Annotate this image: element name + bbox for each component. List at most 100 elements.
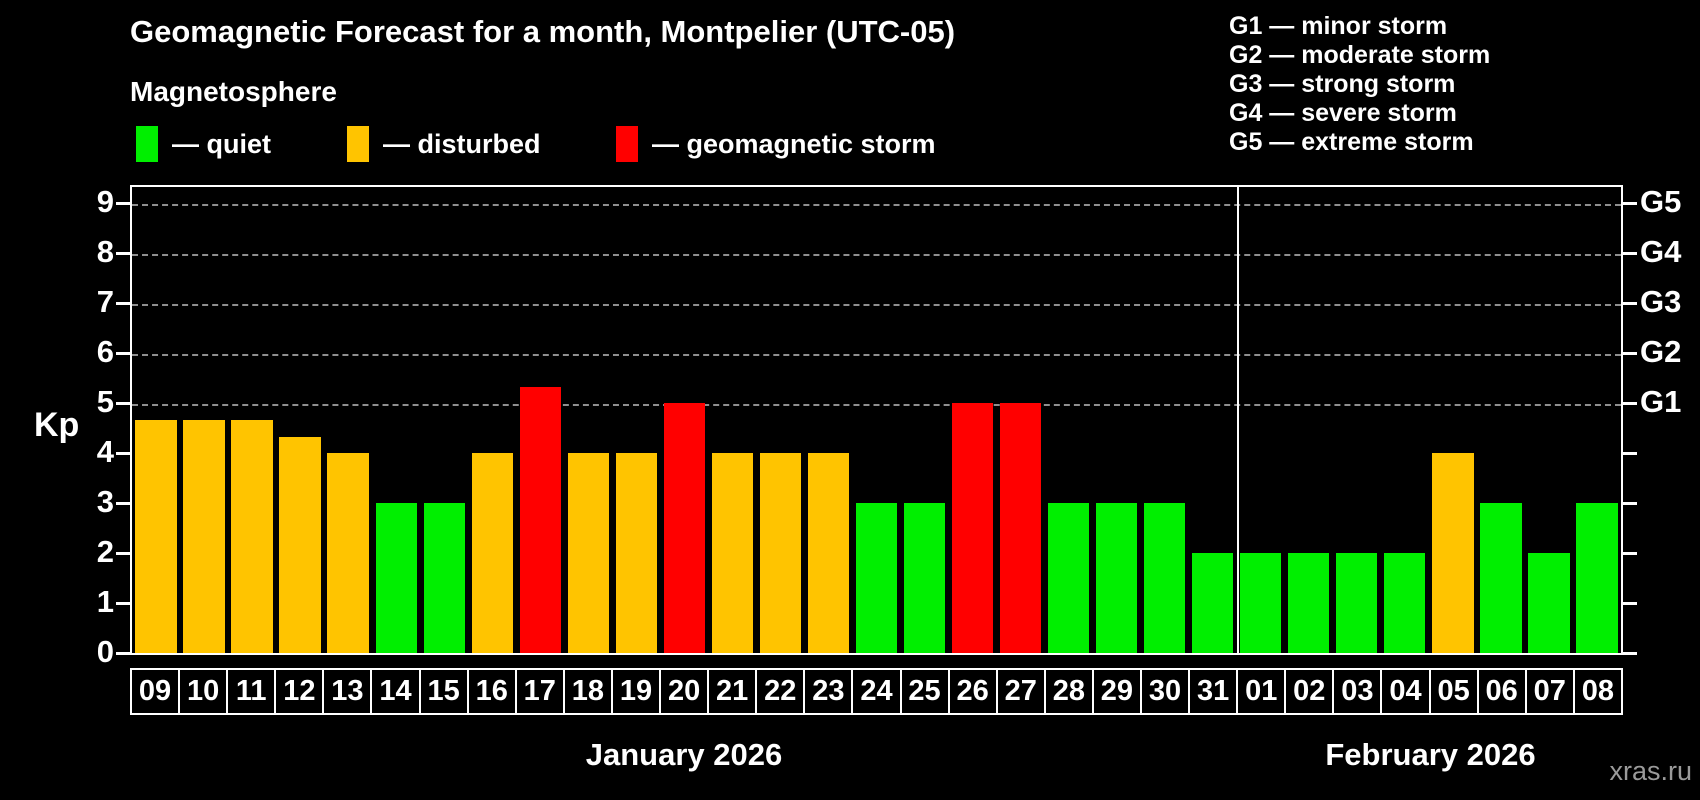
kp-bar-21 [711, 453, 754, 653]
bar-slot [1093, 187, 1141, 653]
g-tick-label: G5 [1640, 184, 1682, 219]
bar-slot [1237, 187, 1285, 653]
kp-bar-11 [231, 419, 273, 653]
day-label-29: 29 [1091, 668, 1142, 715]
month-separator-line [1236, 187, 1239, 653]
kp-tick-label: 8 [96, 234, 114, 269]
bar-slot [1045, 187, 1093, 653]
bar-slot [997, 187, 1045, 653]
kp-tick-left [116, 302, 130, 305]
bar-slot [612, 187, 660, 653]
bar-slot [1285, 187, 1333, 653]
kp-tick-left [116, 202, 130, 205]
kp-tick-label: 6 [96, 334, 114, 369]
kp-tick-label: 1 [96, 584, 114, 619]
bar-slot [420, 187, 468, 653]
bar-slot [180, 187, 228, 653]
kp-tick-left [116, 352, 130, 355]
kp-bar-08 [1576, 503, 1618, 653]
storm-swatch-icon [616, 126, 638, 162]
kp-bar-06 [1480, 503, 1522, 653]
day-label-20: 20 [659, 668, 710, 715]
bar-slot [564, 187, 612, 653]
kp-bar-29 [1095, 503, 1138, 653]
bar-slot [901, 187, 949, 653]
day-label-24: 24 [851, 668, 902, 715]
day-label-25: 25 [899, 668, 950, 715]
kp-tick-label: 4 [96, 434, 114, 469]
kp-bar-22 [759, 453, 802, 653]
month-label-february: February 2026 [1325, 737, 1536, 772]
kp-tick-left [116, 552, 130, 555]
bar-slot [949, 187, 997, 653]
kp-tick-label: 9 [96, 184, 114, 219]
kp-tick-right [1623, 602, 1637, 605]
kp-bar-19 [615, 453, 657, 653]
day-label-01: 01 [1236, 668, 1287, 715]
kp-tick-left [116, 502, 130, 505]
kp-tick-right [1623, 402, 1637, 405]
kp-bar-04 [1384, 553, 1426, 653]
kp-bar-23 [807, 453, 850, 653]
day-label-06: 06 [1476, 668, 1527, 715]
gridline-kp5 [132, 404, 1621, 406]
kp-tick-left [116, 252, 130, 255]
day-label-19: 19 [610, 668, 662, 715]
bar-slot [1333, 187, 1381, 653]
g-tick-label: G2 [1640, 334, 1682, 369]
day-label-31: 31 [1188, 668, 1239, 715]
kp-bar-15 [423, 503, 465, 653]
kp-tick-right [1623, 652, 1637, 655]
bar-slot [468, 187, 516, 653]
kp-tick-label: 7 [96, 284, 114, 319]
kp-tick-label: 2 [96, 534, 114, 569]
kp-bar-20 [663, 403, 705, 653]
bar-slot [1141, 187, 1189, 653]
kp-bar-27 [999, 403, 1042, 653]
kp-bar-03 [1336, 553, 1378, 653]
kp-bar-28 [1047, 503, 1090, 653]
kp-axis-title: Kp [34, 406, 80, 444]
gridline-kp7 [132, 304, 1621, 306]
day-label-16: 16 [466, 668, 517, 715]
gridline-kp8 [132, 254, 1621, 256]
day-label-30: 30 [1139, 668, 1191, 715]
kp-bar-25 [903, 503, 946, 653]
kp-tick-right [1623, 252, 1637, 255]
kp-bar-09 [135, 419, 177, 653]
kp-bar-10 [183, 419, 225, 653]
magnetosphere-label: Magnetosphere [130, 76, 337, 107]
bar-slot [1573, 187, 1621, 653]
day-label-09: 09 [130, 668, 181, 715]
kp-bar-14 [375, 503, 417, 653]
bar-slot [1381, 187, 1429, 653]
g5-legend-line: G5 — extreme storm [1229, 128, 1474, 156]
g4-legend-line: G4 — severe storm [1229, 99, 1457, 127]
kp-bar-31 [1192, 553, 1234, 653]
bar-slot [276, 187, 324, 653]
kp-tick-left [116, 452, 130, 455]
g-tick-label: G1 [1640, 384, 1682, 419]
kp-bar-07 [1528, 553, 1570, 653]
day-label-23: 23 [803, 668, 854, 715]
kp-tick-label: 5 [96, 384, 114, 419]
day-label-12: 12 [274, 668, 325, 715]
legend-item-storm: — geomagnetic storm [616, 124, 936, 164]
day-label-10: 10 [178, 668, 229, 715]
month-label-january: January 2026 [585, 737, 783, 772]
kp-bar-16 [471, 453, 513, 653]
kp-tick-right [1623, 552, 1637, 555]
gridline-kp6 [132, 354, 1621, 356]
gridline-kp9 [132, 204, 1621, 206]
day-axis: 09 10 11 12 13 14 15 16 17 18 19 20 21 22 23 24 25 26 27 28… [130, 668, 1623, 715]
watermark: xras.ru [1609, 756, 1692, 786]
kp-tick-left [116, 602, 130, 605]
kp-tick-label: 3 [96, 484, 114, 519]
day-label-15: 15 [418, 668, 469, 715]
g3-legend-line: G3 — strong storm [1229, 70, 1456, 98]
bar-slot [324, 187, 372, 653]
day-label-14: 14 [370, 668, 421, 715]
kp-bar-30 [1144, 503, 1186, 653]
legend-item-disturbed: — disturbed [347, 124, 541, 164]
kp-bar-12 [279, 436, 321, 653]
